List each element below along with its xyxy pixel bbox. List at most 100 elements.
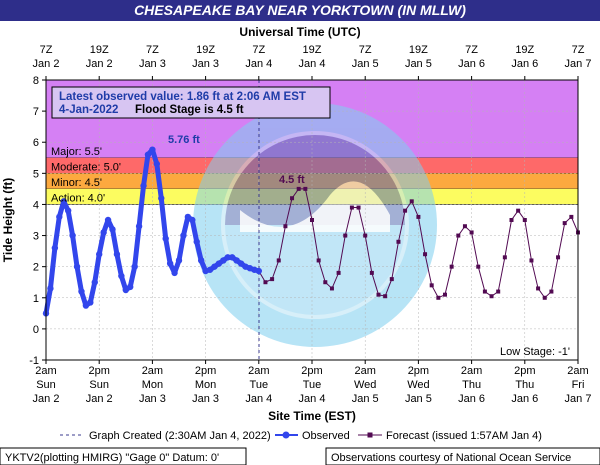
observed-point [166, 260, 174, 267]
forecast-point [443, 292, 447, 297]
title-bar [0, 0, 600, 21]
observed-point [91, 279, 98, 286]
bottom-tick-label: 2am [248, 365, 269, 377]
bottom-tick-label: Jan 4 [245, 393, 272, 405]
y-axis-title: Tide Height (ft) [1, 178, 15, 262]
observed-point [211, 263, 218, 270]
observed-point [82, 302, 90, 309]
legend-created-label: Graph Created (2:30AM Jan 4, 2022) [89, 430, 271, 442]
observed-point [127, 283, 134, 291]
bottom-tick-label: Sun [36, 379, 56, 391]
forecast-point [283, 224, 288, 229]
forecast-point [363, 233, 368, 238]
bottom-tick-label: 2pm [195, 365, 216, 377]
forecast-point [303, 186, 308, 191]
observed-point [100, 229, 107, 236]
top-tick-label: 7Z [572, 44, 585, 56]
bottom-axis: 2am Sun Jan 2 2pm Sun Jan 2 2am Mon Jan 3 2pm Mon J… [33, 360, 591, 405]
legend-forecast-label: Forecast (issued 1:57AM Jan 4) [386, 430, 542, 442]
top-tick-label: 7Z [40, 44, 53, 56]
observed-point [78, 288, 85, 295]
observed-point [215, 260, 223, 267]
bottom-tick-label: Tue [303, 379, 322, 391]
latest-observed-date: 4-Jan-2022 [59, 104, 118, 116]
forecast-point [509, 218, 514, 222]
forecast-point [522, 218, 527, 222]
observed-point [184, 213, 192, 221]
forecast-point [456, 233, 461, 238]
forecast-point [263, 280, 268, 285]
forecast-point [496, 289, 501, 294]
forecast-point [449, 264, 454, 269]
top-tick-label: 7Z [359, 44, 372, 56]
bottom-tick-label: Jan 3 [192, 393, 219, 405]
observed-point [122, 286, 129, 294]
chart-title: CHESAPEAKE BAY NEAR YORKTOWN (IN MLLW) [134, 2, 466, 18]
legend-observed-marker [282, 431, 290, 439]
plot-area [42, 79, 580, 361]
observed-point [153, 160, 161, 168]
stage-label-3: Action: 4.0' [51, 192, 105, 204]
stage-label-1: Moderate: 5.0' [51, 161, 121, 173]
observed-point [64, 207, 72, 214]
peak-forecast-label: 4.5 ft [279, 174, 305, 186]
top-tick-label: Jan 6 [511, 58, 538, 70]
observed-point [220, 257, 227, 264]
forecast-point [489, 294, 494, 299]
footer-left-box [0, 447, 247, 465]
forecast-point [356, 205, 361, 210]
forecast-point [329, 286, 334, 291]
forecast-point [562, 221, 567, 226]
bottom-tick-label: Wed [407, 379, 429, 391]
top-tick-label: Jan 5 [405, 58, 432, 70]
forecast-point [323, 280, 328, 285]
observed-point [131, 263, 138, 270]
bottom-tick-label: Jan 5 [352, 393, 379, 405]
top-tick-label: Jan 4 [299, 58, 326, 70]
observed-point [162, 235, 169, 242]
stage-labels: Major: 5.5' Moderate: 5.0' Minor: 4.5' Acti… [51, 146, 121, 205]
observed-point [158, 195, 165, 202]
flood-stage-text: Flood Stage is 4.5 ft [135, 104, 244, 116]
bottom-tick-label: Mon [142, 379, 163, 391]
bottom-tick-label: 2am [35, 365, 56, 377]
top-tick-label: Jan 4 [245, 58, 272, 70]
top-tick-label: 7Z [146, 44, 159, 56]
forecast-point [536, 286, 541, 291]
forecast-point [270, 277, 275, 282]
observed-point [60, 198, 67, 205]
stage-label-2: Minor: 4.5' [51, 177, 102, 189]
forecast-point [529, 258, 534, 263]
info-box: Latest observed value: 1.86 ft at 2:06 A… [51, 86, 331, 119]
bottom-tick-label: 2pm [88, 365, 109, 377]
forecast-point [462, 224, 467, 229]
peak-observed-label: 5.76 ft [168, 134, 200, 146]
observed-point [118, 272, 125, 280]
observed-point [237, 260, 245, 267]
observed-point [73, 263, 81, 270]
forecast-point [549, 289, 554, 294]
y-tick-label: 7 [33, 106, 39, 118]
observed-point [149, 146, 156, 153]
top-tick-label: Jan 3 [192, 58, 219, 70]
observed-point [69, 232, 76, 239]
forecast-point [310, 218, 314, 222]
forecast-point [316, 258, 321, 263]
bottom-tick-label: Fri [572, 379, 585, 391]
stage-label-0: Major: 5.5' [51, 146, 102, 158]
top-tick-label: Jan 6 [458, 58, 485, 70]
forecast-point [423, 252, 428, 257]
observed-point [193, 238, 200, 245]
footer-datum-text: YKTV2(plotting HMIRG) "Gage 0" Datum: 0' [5, 452, 219, 464]
forecast-point [429, 283, 434, 288]
forecast-point [542, 295, 547, 300]
forecast-point [569, 214, 574, 219]
forecast-point [436, 295, 441, 300]
top-tick-label: Jan 7 [565, 58, 592, 70]
observed-point [113, 251, 121, 258]
observed-point [180, 232, 187, 239]
forecast-point [296, 186, 301, 191]
observed-point [135, 223, 143, 230]
top-tick-label: 19Z [196, 44, 215, 56]
